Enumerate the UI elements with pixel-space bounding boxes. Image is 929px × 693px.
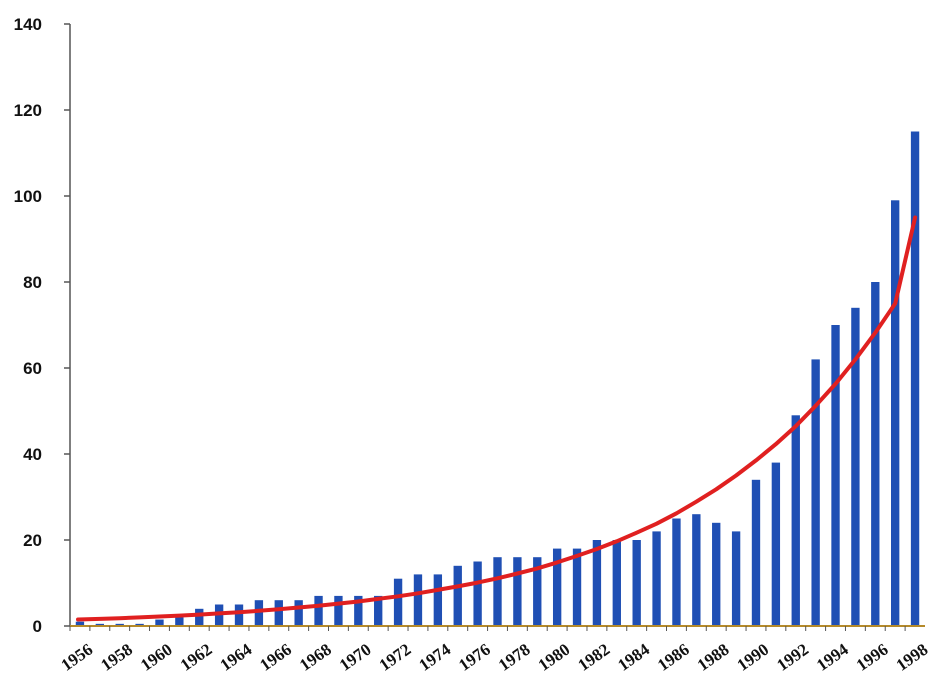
bar (354, 595, 363, 626)
x-tick-label: 1998 (893, 640, 929, 675)
bar (75, 621, 85, 626)
bar (751, 479, 761, 626)
bar (334, 595, 343, 626)
x-tick-label: 1964 (217, 639, 256, 674)
trend-curve (76, 215, 918, 622)
x-tick-label: 1994 (813, 639, 852, 674)
bar (413, 574, 423, 626)
x-tick-label: 1976 (455, 640, 494, 675)
bar (652, 531, 661, 626)
x-tick-label: 1996 (853, 640, 892, 675)
trend-line (76, 215, 918, 622)
bar (533, 557, 542, 626)
bar (95, 623, 105, 626)
x-tick-label: 1960 (137, 640, 176, 675)
y-axis: 0 20 40 60 80 100 120 140 (14, 15, 71, 636)
y-tick-label: 60 (23, 359, 42, 378)
bar (890, 200, 900, 627)
x-tick-label: 1988 (694, 640, 733, 675)
bar (910, 131, 920, 626)
x-tick-label: 1992 (773, 640, 812, 675)
bar (731, 531, 741, 626)
x-tick-label: 1978 (495, 640, 534, 675)
bar (274, 600, 283, 626)
x-tick-label: 1980 (535, 640, 574, 675)
bar (612, 540, 621, 626)
bar (771, 462, 781, 626)
y-tick-label: 120 (14, 101, 42, 120)
bar (294, 600, 303, 626)
x-tick-label: 1972 (376, 640, 415, 675)
bar (115, 623, 124, 626)
bar (632, 540, 641, 626)
x-tick-label: 1986 (654, 640, 693, 675)
bar (712, 522, 721, 626)
x-axis: 1956 1958 1960 1962 1964 1966 1968 1970 1972 1974… (57, 625, 929, 675)
x-tick-label: 1958 (97, 640, 136, 675)
bar (433, 574, 443, 626)
x-tick-label: 1982 (574, 640, 613, 675)
bar-series (75, 131, 920, 627)
bar (175, 617, 184, 626)
x-tick-label: 1968 (296, 640, 335, 675)
x-tick-label: 1962 (177, 640, 216, 675)
y-tick-label: 100 (14, 187, 42, 206)
x-tick-label: 1956 (57, 640, 96, 675)
bar (135, 623, 144, 626)
y-tick-label: 80 (23, 273, 42, 292)
bar (572, 548, 582, 626)
bar (314, 595, 323, 626)
x-tick-label: 1990 (734, 640, 773, 675)
y-tick-label: 20 (23, 531, 42, 550)
bar (155, 619, 164, 626)
x-tick-label: 1984 (614, 639, 653, 674)
bar (692, 514, 701, 626)
bar (672, 518, 681, 626)
bar (473, 561, 482, 626)
bar (393, 578, 403, 626)
y-tick-label: 40 (23, 445, 42, 464)
bar (871, 282, 880, 626)
bar (851, 307, 860, 626)
bar (831, 325, 840, 626)
bar (811, 359, 820, 626)
bar (552, 548, 562, 626)
x-tick-label: 1970 (336, 640, 375, 675)
x-tick-label: 1974 (415, 639, 454, 674)
bar (234, 604, 244, 626)
bar (453, 565, 462, 626)
bar (254, 600, 264, 626)
bar (513, 557, 522, 626)
bar (592, 540, 602, 626)
bar (791, 415, 800, 626)
bar (195, 608, 204, 626)
bar (493, 557, 502, 626)
x-tick-label: 1966 (256, 640, 295, 675)
y-tick-label: 140 (14, 15, 42, 34)
bar (374, 595, 383, 626)
y-tick-label: 0 (33, 617, 42, 636)
